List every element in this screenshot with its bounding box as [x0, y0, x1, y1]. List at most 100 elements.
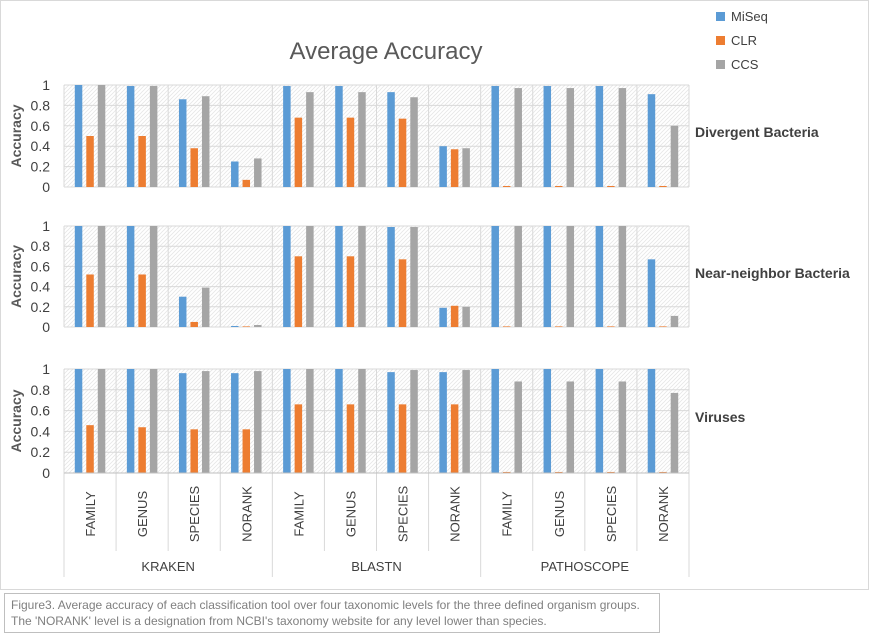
bar-clr: [242, 429, 251, 473]
bar-clr: [86, 274, 94, 327]
bar-ccs: [97, 369, 106, 473]
bar-clr: [346, 117, 355, 187]
bar-miseq: [74, 85, 83, 187]
legend-label-miseq: MiSeq: [731, 9, 768, 24]
bar-miseq: [439, 372, 447, 473]
y-tick-label: 0.2: [31, 299, 51, 315]
bar-ccs: [97, 85, 106, 187]
y-tick-label: 0.2: [31, 444, 51, 460]
bar-clr: [346, 256, 355, 327]
bar-miseq: [543, 226, 552, 327]
bar-miseq: [439, 146, 447, 187]
bar-clr: [659, 326, 667, 327]
legend-swatch-ccs: [716, 60, 725, 69]
bar-clr: [242, 326, 251, 327]
x-category-label: NORANK: [656, 486, 671, 542]
bar-ccs: [618, 88, 627, 187]
bar-clr: [659, 471, 667, 473]
legend-swatch-clr: [716, 36, 725, 45]
bar-ccs: [514, 381, 522, 473]
bar-miseq: [283, 369, 291, 473]
bar-clr: [502, 471, 511, 473]
bar-clr: [138, 136, 146, 187]
bar-miseq: [335, 369, 343, 473]
bar-clr: [555, 471, 563, 473]
y-tick-label: 0.4: [31, 279, 51, 295]
x-group-label: BLASTN: [351, 559, 402, 574]
bar-ccs: [358, 369, 366, 473]
bar-ccs: [566, 88, 575, 187]
x-category-label: NORANK: [448, 486, 463, 542]
bar-miseq: [231, 161, 239, 187]
x-category-label: SPECIES: [187, 485, 202, 542]
bar-ccs: [201, 96, 210, 187]
bar-ccs: [618, 226, 627, 327]
bar-ccs: [410, 227, 418, 327]
bar-ccs: [514, 88, 522, 187]
y-tick-label: 0.6: [31, 403, 51, 419]
bar-clr: [138, 427, 146, 473]
bar-clr: [450, 149, 459, 187]
bar-ccs: [306, 369, 314, 473]
legend-label-ccs: CCS: [731, 57, 759, 72]
bar-miseq: [387, 92, 395, 187]
bar-clr: [190, 148, 198, 187]
bar-ccs: [462, 370, 470, 473]
bar-miseq: [543, 369, 552, 473]
bar-miseq: [126, 226, 135, 327]
bar-clr: [607, 185, 615, 187]
bar-ccs: [566, 226, 575, 327]
figure-caption: Figure3. Average accuracy of each classi…: [4, 593, 660, 633]
bar-ccs: [410, 370, 418, 473]
bar-miseq: [595, 86, 604, 187]
bar-miseq: [387, 372, 395, 473]
bar-ccs: [670, 125, 679, 187]
y-tick-label: 0.4: [31, 423, 51, 439]
y-tick-label: 1: [42, 361, 50, 377]
y-axis-label: Accuracy: [8, 245, 24, 308]
bar-miseq: [595, 369, 604, 473]
y-tick-label: 0.6: [31, 258, 51, 274]
y-tick-label: 0: [42, 319, 50, 335]
x-category-label: FAMILY: [83, 491, 98, 537]
bar-clr: [190, 429, 198, 473]
bar-clr: [398, 118, 407, 187]
y-tick-label: 1: [42, 218, 50, 234]
bar-clr: [555, 185, 563, 187]
bar-clr: [294, 256, 303, 327]
bar-ccs: [149, 226, 158, 327]
legend-label-clr: CLR: [731, 33, 757, 48]
bar-clr: [86, 425, 94, 473]
bar-miseq: [231, 325, 239, 327]
bar-clr: [190, 321, 198, 327]
bar-ccs: [566, 381, 575, 473]
bar-clr: [502, 185, 511, 187]
bar-clr: [138, 274, 146, 327]
bar-ccs: [306, 226, 314, 327]
bar-miseq: [543, 86, 552, 187]
bar-clr: [555, 326, 563, 327]
bar-ccs: [97, 226, 106, 327]
x-category-label: FAMILY: [291, 491, 306, 537]
bar-miseq: [335, 226, 343, 327]
bar-miseq: [491, 369, 499, 473]
bar-ccs: [201, 371, 210, 473]
chart-frame: Average Accuracy MiSeq CLR CCS 0 0.2 0.4 0.6 0.8…: [0, 0, 869, 590]
panel-label: Divergent Bacteria: [695, 124, 819, 140]
bar-clr: [450, 404, 459, 473]
bar-ccs: [254, 324, 262, 327]
bar-ccs: [149, 86, 158, 187]
bar-miseq: [283, 86, 291, 187]
bar-ccs: [514, 226, 522, 327]
bar-clr: [607, 326, 615, 327]
bar-clr: [398, 404, 407, 473]
y-tick-label: 1: [42, 77, 50, 93]
bar-clr: [86, 136, 94, 187]
bar-ccs: [670, 315, 679, 327]
y-tick-label: 0.4: [31, 138, 51, 154]
bar-miseq: [74, 226, 83, 327]
bar-miseq: [647, 259, 656, 327]
bar-miseq: [178, 296, 187, 327]
x-category-label: NORANK: [239, 486, 254, 542]
bar-miseq: [491, 226, 499, 327]
